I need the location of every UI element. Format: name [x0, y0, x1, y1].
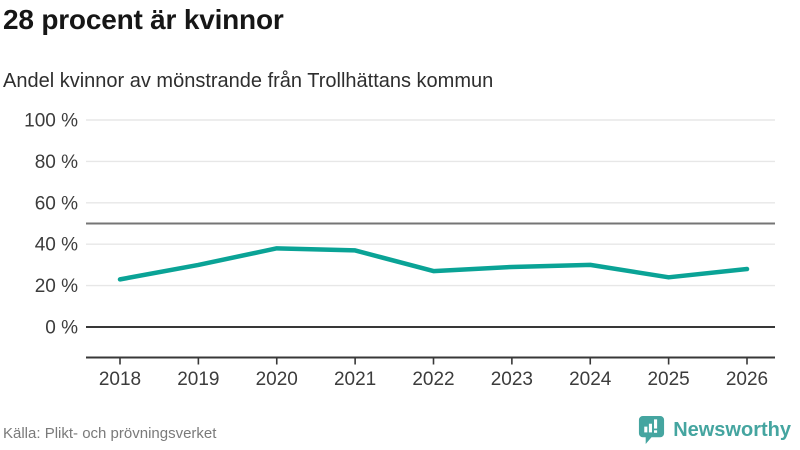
x-tick-label: 2025: [647, 369, 689, 390]
data-line: [117, 246, 750, 282]
x-tick-label: 2023: [491, 369, 533, 390]
newsworthy-icon: [639, 415, 665, 445]
x-tick-label: 2024: [569, 369, 612, 390]
page-title: 28 procent är kvinnor: [3, 4, 284, 35]
x-tick-label: 2018: [99, 369, 141, 390]
y-tick-label: 100 %: [24, 111, 78, 132]
x-tick-label: 2026: [726, 369, 768, 390]
chart-subtitle: Andel kvinnor av mönstrande från Trollhä…: [3, 70, 494, 92]
x-tick-label: 2022: [412, 369, 454, 390]
x-tick-label: 2020: [256, 369, 298, 390]
y-tick-label: 60 %: [35, 193, 78, 214]
y-tick-label: 20 %: [35, 276, 78, 297]
y-tick-label: 80 %: [35, 152, 78, 173]
source-note: Källa: Plikt- och prövningsverket: [3, 425, 217, 442]
x-tick-label: 2019: [177, 369, 219, 390]
brand-logo: Newsworthy: [637, 415, 791, 445]
y-tick-label: 40 %: [35, 235, 78, 256]
x-tick-label: 2021: [334, 369, 376, 390]
y-tick-label: 0 %: [45, 318, 78, 339]
brand-name: Newsworthy: [673, 418, 791, 441]
